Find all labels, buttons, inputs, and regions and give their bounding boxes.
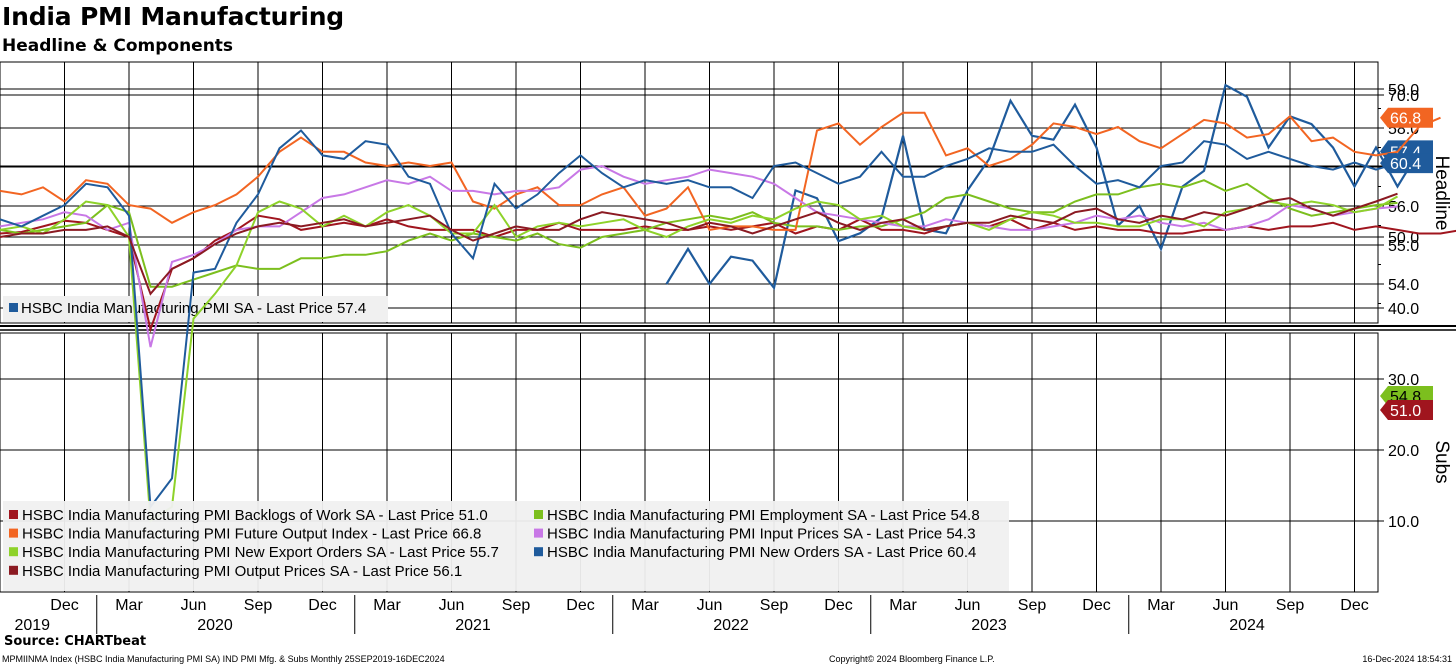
subs-last-tag: [1380, 400, 1433, 420]
subs-legend-text: HSBC India Manufacturing PMI Backlogs of…: [22, 507, 488, 524]
subs-legend-text: HSBC India Manufacturing PMI Employment …: [547, 507, 980, 524]
subs-ytick-label: 10.0: [1388, 514, 1419, 531]
x-tick-label: Jun: [181, 597, 207, 614]
subs-axis-label: Subs: [1431, 440, 1452, 483]
x-tick-label: Mar: [1147, 597, 1175, 614]
chart-title: India PMI Manufacturing: [2, 2, 344, 31]
x-tick-label: Dec: [308, 597, 336, 614]
x-year-label: 2019: [14, 617, 50, 634]
x-tick-label: Mar: [631, 597, 659, 614]
x-tick-label: Jun: [955, 597, 981, 614]
source-label: Source: CHARTbeat: [4, 634, 147, 649]
headline-axis-label: Headline: [1431, 156, 1452, 231]
footer-ticker-info: MPMIINMA Index (HSBC India Manufacturing…: [2, 654, 445, 664]
x-tick-label: Jun: [1213, 597, 1239, 614]
x-tick-label: Sep: [1276, 597, 1305, 614]
subs-ytick-label: 50.0: [1388, 230, 1419, 247]
x-year-label: 2020: [197, 617, 233, 634]
x-tick-label: Mar: [115, 597, 143, 614]
subs-legend-swatch: [534, 510, 543, 519]
x-tick-label: Jun: [439, 597, 465, 614]
headline-ytick-label: 55.0: [1388, 238, 1419, 255]
x-tick-label: Jun: [697, 597, 723, 614]
subs-series-line: [0, 214, 1456, 333]
subs-series-line: [0, 179, 1398, 288]
chart-subtitle: Headline & Components: [2, 36, 234, 56]
headline-series-line: [665, 83, 1420, 291]
subs-panel-frame: [0, 332, 1379, 593]
x-tick-label: Mar: [889, 597, 917, 614]
x-tick-label: Dec: [50, 597, 78, 614]
subs-ytick-label: 40.0: [1388, 301, 1419, 318]
subs-legend-text: HSBC India Manufacturing PMI New Export …: [22, 544, 499, 561]
x-tick-label: Dec: [824, 597, 852, 614]
headline-legend-swatch: [9, 303, 18, 312]
subs-ytick-label: 30.0: [1388, 372, 1419, 389]
headline-panel-frame: [0, 61, 1379, 324]
subs-series-line: [0, 195, 1398, 523]
x-tick-label: Sep: [1018, 597, 1047, 614]
x-year-label: 2021: [455, 617, 491, 634]
subs-legend-swatch: [534, 547, 543, 557]
x-tick-label: Mar: [373, 597, 401, 614]
subs-last-value: 51.0: [1390, 403, 1421, 420]
headline-ytick-label: 59.0: [1388, 82, 1419, 99]
subs-last-tag: [1380, 107, 1433, 128]
subs-legend-box: [3, 501, 1009, 591]
x-tick-label: Sep: [760, 597, 789, 614]
x-tick-label: Dec: [566, 597, 594, 614]
subs-ytick-label: 20.0: [1388, 443, 1419, 460]
subs-legend-text: HSBC India Manufacturing PMI New Orders …: [547, 544, 976, 561]
subs-last-value: 60.4: [1390, 156, 1421, 173]
headline-legend-text: HSBC India Manufacturing PMI SA - Last P…: [21, 300, 366, 317]
subs-ytick-label: 70.0: [1388, 88, 1419, 105]
subs-legend-text: HSBC India Manufacturing PMI Output Pric…: [22, 563, 462, 580]
subs-legend-text: HSBC India Manufacturing PMI Future Outp…: [22, 526, 481, 543]
headline-ytick-label: 54.0: [1388, 277, 1419, 294]
x-year-label: 2024: [1229, 617, 1265, 634]
subs-legend-text: HSBC India Manufacturing PMI Input Price…: [547, 526, 976, 543]
subs-series-line: [0, 129, 1398, 510]
footer-timestamp: 16-Dec-2024 18:54:31: [1362, 654, 1452, 664]
subs-legend-swatch: [9, 510, 18, 519]
footer-copyright: Copyright© 2024 Bloomberg Finance L.P.: [829, 654, 995, 664]
x-tick-label: Sep: [244, 597, 273, 614]
x-tick-label: Sep: [502, 597, 531, 614]
subs-legend-swatch: [9, 528, 18, 538]
x-tick-label: Dec: [1082, 597, 1110, 614]
subs-legend-swatch: [9, 547, 18, 557]
subs-legend-swatch: [534, 528, 543, 538]
x-year-label: 2023: [971, 617, 1007, 634]
subs-last-tag: [1380, 153, 1433, 174]
subs-last-value: 66.8: [1390, 111, 1421, 128]
subs-series-line: [0, 192, 1398, 296]
subs-series-line: [0, 111, 1441, 232]
subs-legend-swatch: [9, 565, 18, 575]
x-year-label: 2022: [713, 617, 749, 634]
x-tick-label: Dec: [1340, 597, 1368, 614]
